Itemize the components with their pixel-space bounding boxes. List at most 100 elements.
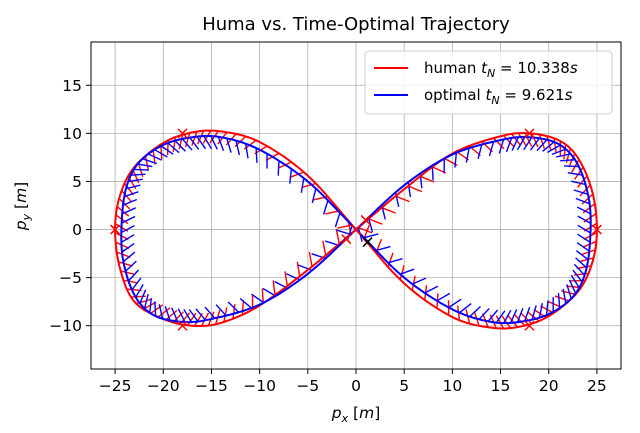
thrust-vector-human bbox=[554, 295, 570, 302]
thrust-vector-optimal bbox=[531, 305, 537, 320]
thrust-vector-optimal bbox=[135, 284, 144, 298]
thrust-vector-human bbox=[503, 135, 515, 147]
y-tick-label: 10 bbox=[62, 125, 82, 143]
legend-human-label: human tN = 10.338s bbox=[424, 59, 578, 80]
thrust-vector-optimal bbox=[235, 140, 241, 156]
thrust-vector-human bbox=[511, 133, 522, 147]
thrust-vector-human bbox=[399, 265, 405, 280]
thrust-vector-human bbox=[576, 265, 592, 270]
thrust-vector-human bbox=[514, 314, 526, 327]
thrust-vector-optimal bbox=[196, 136, 207, 150]
thrust-vector-optimal bbox=[121, 243, 135, 253]
thrust-vector-optimal bbox=[171, 307, 179, 322]
thrust-vector-optimal bbox=[511, 136, 520, 151]
legend-optimal-label: optimal tN = 9.621s bbox=[424, 86, 573, 107]
thrust-vector-human bbox=[120, 270, 136, 276]
thrust-vector-optimal bbox=[121, 207, 136, 215]
thrust-vector-optimal bbox=[399, 268, 415, 275]
waypoint-marker bbox=[177, 128, 188, 139]
thrust-vector-optimal bbox=[577, 215, 592, 225]
thrust-vector-optimal bbox=[509, 309, 518, 324]
thrust-vector-optimal bbox=[125, 260, 137, 272]
thrust-vector-human bbox=[579, 257, 594, 263]
legend: human tN = 10.338s optimal tN = 9.621s bbox=[364, 50, 613, 115]
thrust-vector-optimal bbox=[239, 297, 252, 309]
thrust-vector-optimal bbox=[334, 212, 341, 228]
gate-marker bbox=[362, 237, 373, 248]
thrust-vector-optimal bbox=[124, 191, 139, 198]
thrust-vector-optimal bbox=[127, 269, 140, 282]
thrust-vector-human bbox=[507, 315, 518, 328]
thrust-vector-optimal bbox=[227, 301, 240, 313]
thrust-vector-human bbox=[184, 132, 191, 148]
thrust-vector-human bbox=[186, 312, 197, 326]
thrust-vector-optimal bbox=[523, 137, 533, 151]
thrust-vector-optimal bbox=[177, 308, 186, 323]
thrust-vector-human bbox=[284, 271, 288, 287]
thrust-vector-optimal bbox=[424, 285, 439, 294]
thrust-vector-optimal bbox=[130, 173, 146, 176]
thrust-vector-human bbox=[546, 135, 552, 151]
thrust-vector-optimal bbox=[567, 172, 583, 176]
thrust-vector-human bbox=[563, 144, 567, 160]
waypoint-marker bbox=[524, 320, 535, 331]
thrust-vector-optimal bbox=[577, 224, 591, 234]
waypoint-marker bbox=[524, 128, 535, 139]
y-tick-label: −5 bbox=[59, 269, 82, 287]
x-axis-title: px [m] bbox=[331, 404, 381, 425]
thrust-vector-optimal bbox=[262, 287, 277, 297]
thrust-vector-human bbox=[196, 130, 205, 145]
thrust-vector-optimal bbox=[143, 293, 149, 309]
x-tick-label: −25 bbox=[99, 377, 132, 395]
thrust-vector-optimal bbox=[557, 293, 561, 309]
thrust-vector-human bbox=[419, 175, 435, 183]
thrust-vector-human bbox=[118, 261, 133, 267]
thrust-vector-optimal bbox=[498, 139, 505, 154]
thrust-vector-human bbox=[381, 207, 396, 214]
thrust-vector-human bbox=[579, 184, 591, 197]
thrust-vector-human bbox=[517, 132, 527, 147]
thrust-vector-human bbox=[581, 193, 594, 205]
thrust-vector-optimal bbox=[488, 141, 495, 157]
thrust-vector-human bbox=[261, 288, 264, 304]
thrust-vector-optimal bbox=[164, 306, 171, 321]
waypoint-marker bbox=[177, 320, 188, 331]
thrust-vector-human bbox=[202, 130, 212, 144]
thrust-vector-optimal bbox=[487, 309, 499, 322]
thrust-vector-optimal bbox=[217, 136, 225, 151]
thrust-vector-human bbox=[407, 185, 423, 193]
thrust-vector-optimal bbox=[477, 144, 483, 159]
thrust-vector-optimal bbox=[568, 279, 577, 294]
thrust-vector-human bbox=[289, 171, 305, 178]
thrust-vector-optimal bbox=[139, 289, 147, 304]
y-axis-title: py [m] bbox=[12, 182, 33, 232]
thrust-vector-optimal bbox=[154, 301, 157, 317]
thrust-vector-optimal bbox=[122, 198, 138, 206]
thrust-vector-optimal bbox=[570, 180, 586, 186]
thrust-vector-human bbox=[272, 280, 276, 296]
thrust-vector-human bbox=[150, 304, 164, 314]
thrust-vector-optimal bbox=[133, 168, 149, 171]
x-tick-label: 25 bbox=[587, 377, 607, 395]
thrust-vector-optimal bbox=[560, 159, 576, 162]
thrust-vector-optimal bbox=[555, 153, 571, 158]
thrust-vector-optimal bbox=[465, 147, 470, 163]
waypoint-marker bbox=[591, 224, 602, 235]
thrust-vector-optimal bbox=[536, 139, 548, 152]
thrust-vector-optimal bbox=[469, 305, 481, 318]
thrust-vector-human bbox=[301, 182, 316, 189]
thrust-vector-optimal bbox=[121, 234, 135, 243]
thrust-vector-optimal bbox=[137, 163, 153, 168]
thrust-vector-optimal bbox=[311, 188, 317, 204]
thrust-vector-optimal bbox=[412, 277, 427, 285]
thrust-vector-optimal bbox=[363, 233, 379, 239]
thrust-vector-human bbox=[118, 198, 131, 210]
y-tick-label: 15 bbox=[62, 77, 82, 95]
waypoint-marker bbox=[360, 214, 371, 225]
thrust-vector-optimal bbox=[375, 245, 391, 252]
thrust-vector-optimal bbox=[478, 308, 490, 320]
thrust-vector-optimal bbox=[149, 297, 152, 313]
thrust-vector-optimal bbox=[459, 303, 472, 314]
thrust-vector-human bbox=[368, 218, 383, 225]
